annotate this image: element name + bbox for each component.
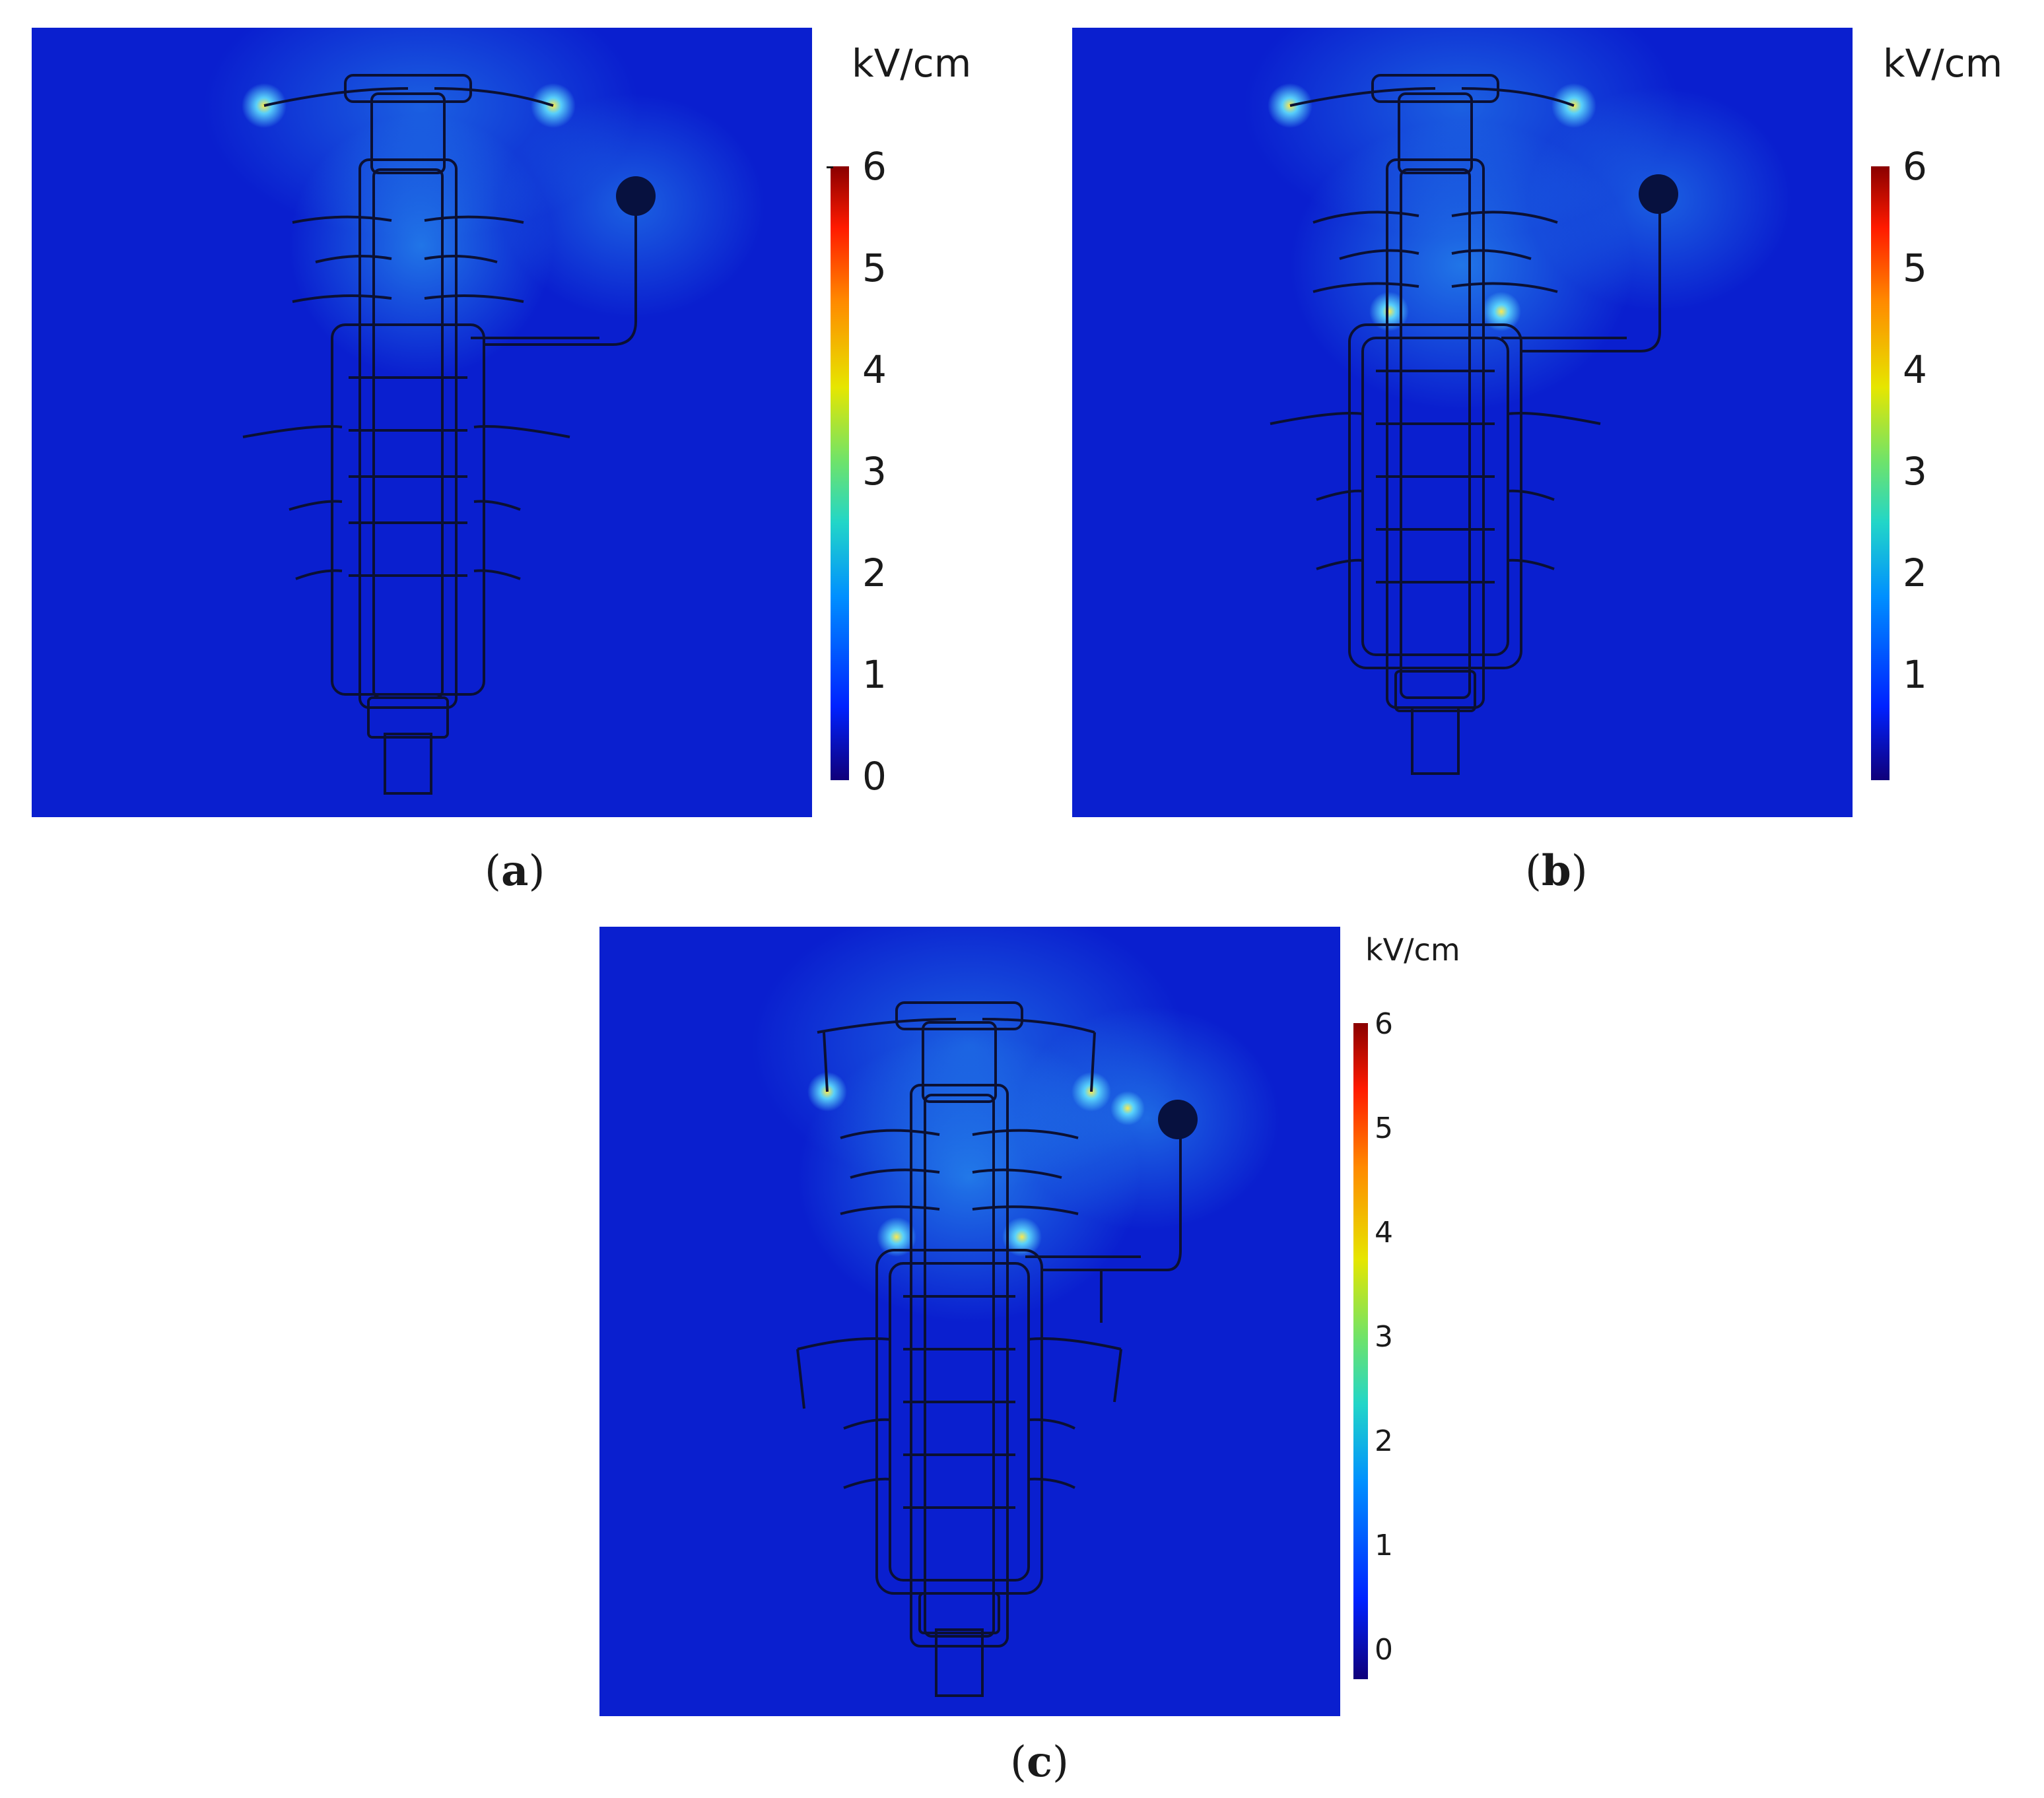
field-plot-a xyxy=(32,28,812,817)
colorbar-tick-c-5: 5 xyxy=(1375,1112,1393,1145)
caption-a: (a) xyxy=(485,846,545,896)
colorbar-tick-c-6: 6 xyxy=(1375,1007,1393,1041)
insulator-geometry-b xyxy=(1244,28,1792,775)
caption-c: (c) xyxy=(1010,1737,1069,1787)
colorbar-c xyxy=(1353,1023,1368,1679)
colorbar-tick-b-2: 2 xyxy=(1903,550,1927,595)
colorbar-tick-c-4: 4 xyxy=(1375,1216,1393,1249)
colorbar-unit-a: kV/cm xyxy=(852,41,972,86)
field-plot-b xyxy=(1072,28,1853,817)
caption-b: (b) xyxy=(1525,846,1588,896)
colorbar-unit-c: kV/cm xyxy=(1365,932,1460,968)
colorbar-tick-b-4: 4 xyxy=(1903,347,1927,392)
colorbar-tick-a-4: 4 xyxy=(862,347,887,392)
colorbar-tick-c-3: 3 xyxy=(1375,1320,1393,1354)
colorbar-tick-a-0: 0 xyxy=(862,754,887,799)
colorbar-tick-b-6: 6 xyxy=(1903,144,1927,189)
colorbar-tick-c-2: 2 xyxy=(1375,1424,1393,1458)
insulator-geometry-c xyxy=(751,927,1279,1697)
colorbar-tick-a-3: 3 xyxy=(862,449,887,494)
colorbar-tick-b-3: 3 xyxy=(1903,449,1927,494)
insulator-geometry-a xyxy=(203,28,765,795)
colorbar-tick-a-6: 6 xyxy=(862,144,887,189)
colorbar-unit-b: kV/cm xyxy=(1883,41,2003,86)
colorbar-a xyxy=(831,166,849,780)
colorbar-tick-a-1: 1 xyxy=(862,652,887,697)
colorbar-tick-c-0: 0 xyxy=(1375,1633,1393,1667)
field-plot-c xyxy=(599,927,1340,1716)
colorbar-tick-c-1: 1 xyxy=(1375,1529,1393,1562)
colorbar-b xyxy=(1871,166,1890,780)
colorbar-tick-b-1: 1 xyxy=(1903,652,1927,697)
colorbar-tick-a-5: 5 xyxy=(862,246,887,290)
colorbar-tick-a-2: 2 xyxy=(862,550,887,595)
colorbar-tick-b-5: 5 xyxy=(1903,246,1927,290)
